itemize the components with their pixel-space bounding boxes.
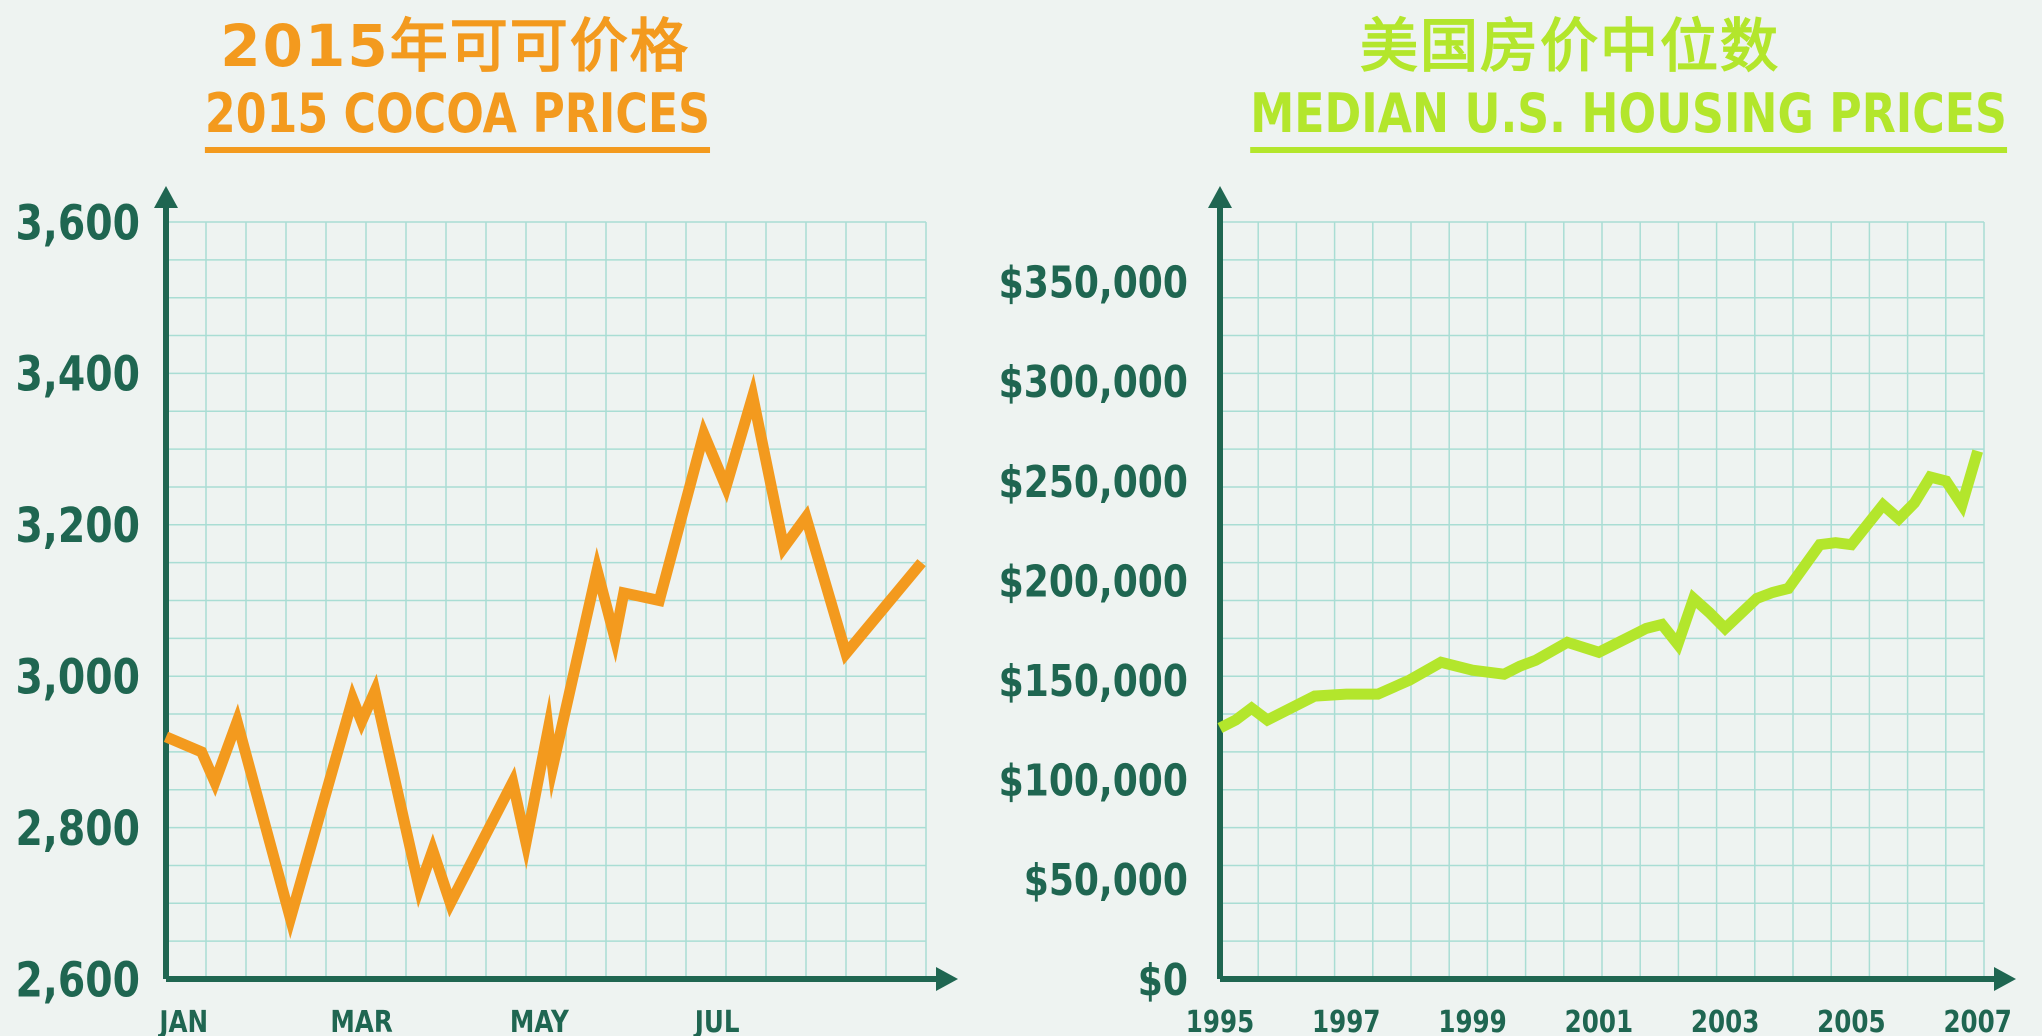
housing-price-chart: $0 $50,000 $100,000 $150,000 $200,000 $250,00… [999,186,2016,1036]
cocoa-y-tick-label: 2,800 [16,801,140,857]
cocoa-y-axis-arrow [154,186,178,208]
housing-x-tick-label: 2003 [1691,1006,1759,1036]
housing-y-tick-label: $50,000 [1024,856,1188,906]
housing-x-tick-label: 1997 [1312,1006,1380,1036]
cocoa-y-tick-label: 3,200 [16,498,140,554]
cocoa-x-axis-arrow [936,967,958,991]
housing-y-axis-arrow [1208,186,1232,208]
housing-x-tick-label: 1995 [1186,1006,1254,1036]
cocoa-y-tick-label: 2,600 [16,953,140,1009]
cocoa-axes [154,186,958,991]
cocoa-price-chart: 2,600 2,800 3,000 3,200 3,400 3,600 JAN MAR MAY J… [16,186,958,1036]
cocoa-chart-panel: 2015年可可价格 2015 COCOA PRICES 2,600 2,800 3,… [0,0,1000,1036]
housing-chart-subtitle: MEDIAN U.S. HOUSING PRICES [1250,82,2007,153]
cocoa-chart-subtitle: 2015 COCOA PRICES [204,82,710,153]
housing-x-axis-arrow [1994,967,2016,991]
housing-y-tick-label: $0 [1138,955,1188,1005]
housing-title-block: 美国房价中位数 MEDIAN U.S. HOUSING PRICES [1180,10,2007,153]
cocoa-x-tick-label: MAY [510,1006,570,1036]
housing-y-tick-label: $350,000 [999,258,1188,308]
cocoa-y-tick-label: 3,400 [16,347,140,403]
cocoa-y-tick-label: 3,000 [16,650,140,706]
cocoa-y-tick-label: 3,600 [16,196,140,252]
cocoa-x-tick-label: JUL [693,1006,740,1036]
housing-grid [1220,221,1985,979]
housing-chart-panel: 美国房价中位数 MEDIAN U.S. HOUSING PRICES $0 $50… [999,0,2042,1036]
cocoa-series-line [163,373,926,939]
housing-y-tick-label: $300,000 [999,358,1188,408]
cocoa-grid [166,221,927,979]
housing-y-tick-label: $200,000 [999,557,1188,607]
cocoa-x-tick-label: MAR [330,1006,392,1036]
housing-y-tick-label: $100,000 [999,756,1188,806]
housing-axes [1208,186,2016,991]
housing-chart-title: 美国房价中位数 [1359,12,1780,80]
housing-y-tick-label: $250,000 [999,457,1188,507]
housing-x-tick-label: 2005 [1817,1006,1885,1036]
housing-x-tick-label: 2007 [1943,1006,2011,1036]
housing-series-line [1217,449,1983,733]
cocoa-chart-title: 2015年可可价格 [220,12,690,80]
cocoa-x-tick-label: JAN [158,1006,209,1036]
cocoa-title-block: 2015年可可价格 2015 COCOA PRICES [150,10,760,153]
housing-x-tick-label: 2001 [1565,1006,1633,1036]
housing-x-tick-label: 1999 [1438,1006,1506,1036]
housing-y-tick-label: $150,000 [999,657,1188,707]
